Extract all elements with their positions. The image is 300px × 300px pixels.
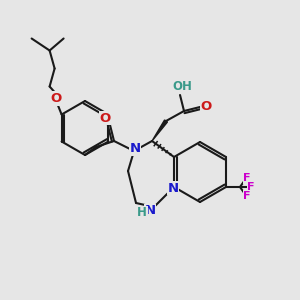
Text: F: F [243, 191, 251, 201]
Text: H: H [137, 206, 147, 220]
Polygon shape [152, 120, 167, 141]
Text: OH: OH [172, 80, 192, 94]
Text: O: O [99, 112, 111, 124]
Text: N: N [167, 182, 178, 194]
Text: F: F [247, 182, 255, 192]
Text: O: O [50, 92, 61, 105]
Text: F: F [243, 173, 251, 183]
Text: O: O [200, 100, 211, 112]
Text: N: N [145, 205, 156, 218]
Text: N: N [130, 142, 141, 155]
